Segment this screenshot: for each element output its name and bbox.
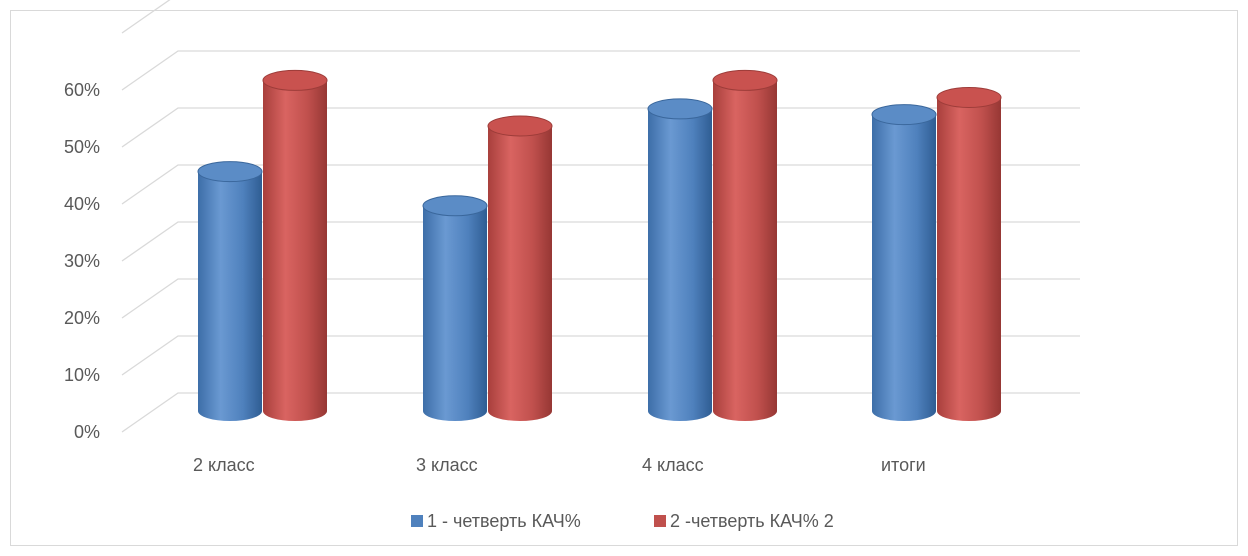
bar-top — [871, 104, 937, 126]
gridline — [121, 0, 171, 34]
y-tick-label: 50% — [64, 137, 100, 157]
grid — [121, 0, 1080, 433]
x-tick-label: 3 класс — [416, 455, 478, 475]
gridline — [121, 335, 1080, 376]
legend-swatch — [411, 515, 423, 527]
bar — [871, 104, 937, 421]
bar-body — [423, 205, 487, 421]
bar-top — [262, 69, 328, 91]
gridline — [121, 164, 1080, 205]
bar-body — [648, 108, 712, 422]
legend-swatch — [654, 515, 666, 527]
bar-top — [487, 115, 553, 137]
bar-top — [647, 98, 713, 120]
bar — [197, 161, 263, 421]
gridline — [121, 278, 1080, 319]
y-tick-label: 10% — [64, 365, 100, 385]
y-tick-label: 30% — [64, 251, 100, 271]
bar-top — [712, 69, 778, 91]
bar — [936, 87, 1002, 421]
bar-top — [197, 161, 263, 183]
bar-body — [872, 114, 936, 421]
bar-top — [422, 195, 488, 217]
y-tick-label: 20% — [64, 308, 100, 328]
bar-body — [263, 80, 327, 422]
y-tick-label: 0% — [74, 422, 100, 442]
legend-label: 2 -четверть КАЧ% 2 — [670, 511, 834, 531]
bar — [262, 69, 328, 422]
y-axis: 0% 10% 20% 30% 40% 50% 60% — [64, 80, 100, 442]
bar-top — [936, 87, 1002, 108]
y-tick-label: 60% — [64, 80, 100, 100]
bar-body — [198, 171, 262, 421]
bar-body — [713, 80, 777, 422]
gridline — [121, 221, 1080, 262]
x-tick-label: 4 класс — [642, 455, 704, 475]
legend: 1 - четверть КАЧ% 2 -четверть КАЧ% 2 — [411, 511, 834, 531]
gridline — [121, 50, 1080, 91]
plot-area — [197, 69, 1002, 422]
bar — [647, 98, 713, 422]
gridline — [121, 392, 1080, 433]
bar — [422, 195, 488, 421]
gridline — [121, 107, 1080, 148]
bar — [487, 115, 553, 421]
legend-label: 1 - четверть КАЧ% — [427, 511, 581, 531]
bar-body — [488, 126, 552, 421]
x-axis: 2 класс 3 класс 4 класс итоги — [193, 455, 926, 475]
x-tick-label: 2 класс — [193, 455, 255, 475]
x-tick-label: итоги — [881, 455, 926, 475]
bar-body — [937, 97, 1001, 421]
y-tick-label: 40% — [64, 194, 100, 214]
bar — [712, 69, 778, 422]
